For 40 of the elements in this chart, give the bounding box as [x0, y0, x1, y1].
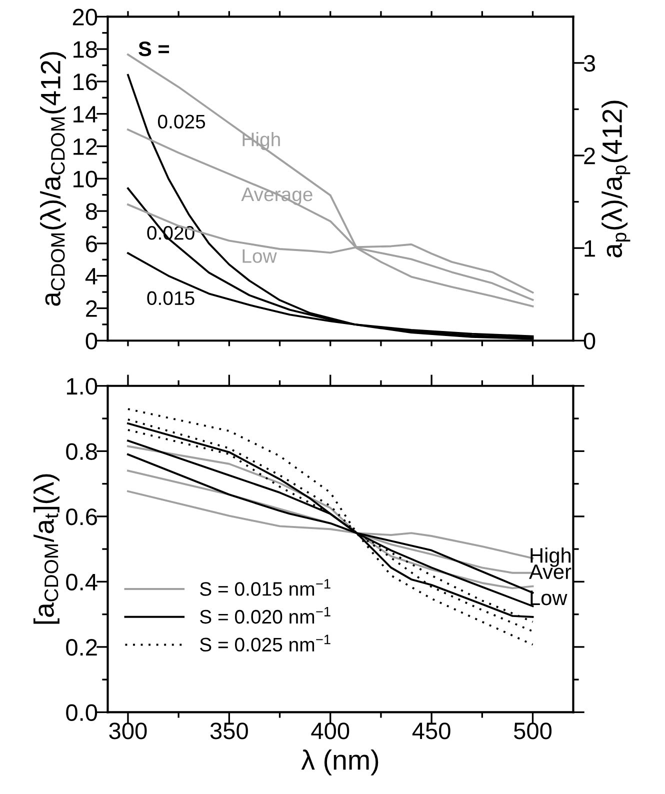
- x-tick-label: 400: [311, 722, 350, 740]
- y-tick-label: 4: [85, 268, 98, 284]
- legend-label: S = 0.015 nm$^{−1}$: [200, 579, 330, 596]
- y-tick-label: 18: [74, 41, 97, 58]
- y-tick-label: 0.2: [66, 639, 97, 656]
- y-tick-label: 0.0: [66, 704, 98, 722]
- x-tick-label: 300: [109, 722, 147, 740]
- x-tick-label: 350: [210, 722, 248, 740]
- annotation: Aver: [529, 564, 572, 580]
- annotation: S =: [138, 42, 169, 56]
- y-tick-label: 2: [86, 300, 97, 317]
- y2-tick-label: 2: [584, 148, 595, 164]
- y-tick-label: 16: [74, 74, 97, 90]
- y-tick-label: 1.0: [66, 378, 98, 395]
- y-tick-label: 10: [74, 170, 98, 188]
- y-tick-label: 0.4: [66, 574, 98, 590]
- annotation: High: [530, 548, 570, 567]
- y-axis-title: a$_{CDOM}$(λ)/a$_{CDOM}$(412): [40, 52, 66, 306]
- y-tick-label: 8: [86, 203, 97, 220]
- y-tick-label: 6: [86, 236, 97, 252]
- y2-tick-label: 3: [584, 55, 596, 72]
- y-tick-label: 0.8: [66, 443, 97, 460]
- series-label: Low: [242, 249, 277, 263]
- series-label: 0.025: [158, 114, 206, 129]
- y2-tick-label: 0: [584, 332, 596, 350]
- y-tick-label: 14: [74, 106, 98, 122]
- x-axis-title: λ (nm): [301, 750, 378, 776]
- y-axis-title: [a$_{CDOM}$/a$_{t}$](λ): [34, 474, 60, 624]
- y-tick-label: 0: [86, 332, 98, 350]
- x-tick-label: 450: [412, 722, 450, 740]
- y-tick-label: 0.6: [66, 508, 97, 526]
- x-tick-label: 500: [514, 722, 552, 740]
- y2-axis-title: a$_{p}$(λ)/a$_{p}$(412): [602, 100, 630, 258]
- series-label: 0.015: [147, 291, 194, 306]
- annotation: Low: [530, 590, 568, 606]
- y-tick-label: 20: [72, 8, 98, 26]
- legend-label: S = 0.020 nm$^{−1}$: [200, 606, 330, 624]
- y2-tick-label: 1: [584, 240, 595, 257]
- y-tick-label: 12: [74, 138, 97, 155]
- legend-label: S = 0.025 nm$^{−1}$: [200, 634, 330, 652]
